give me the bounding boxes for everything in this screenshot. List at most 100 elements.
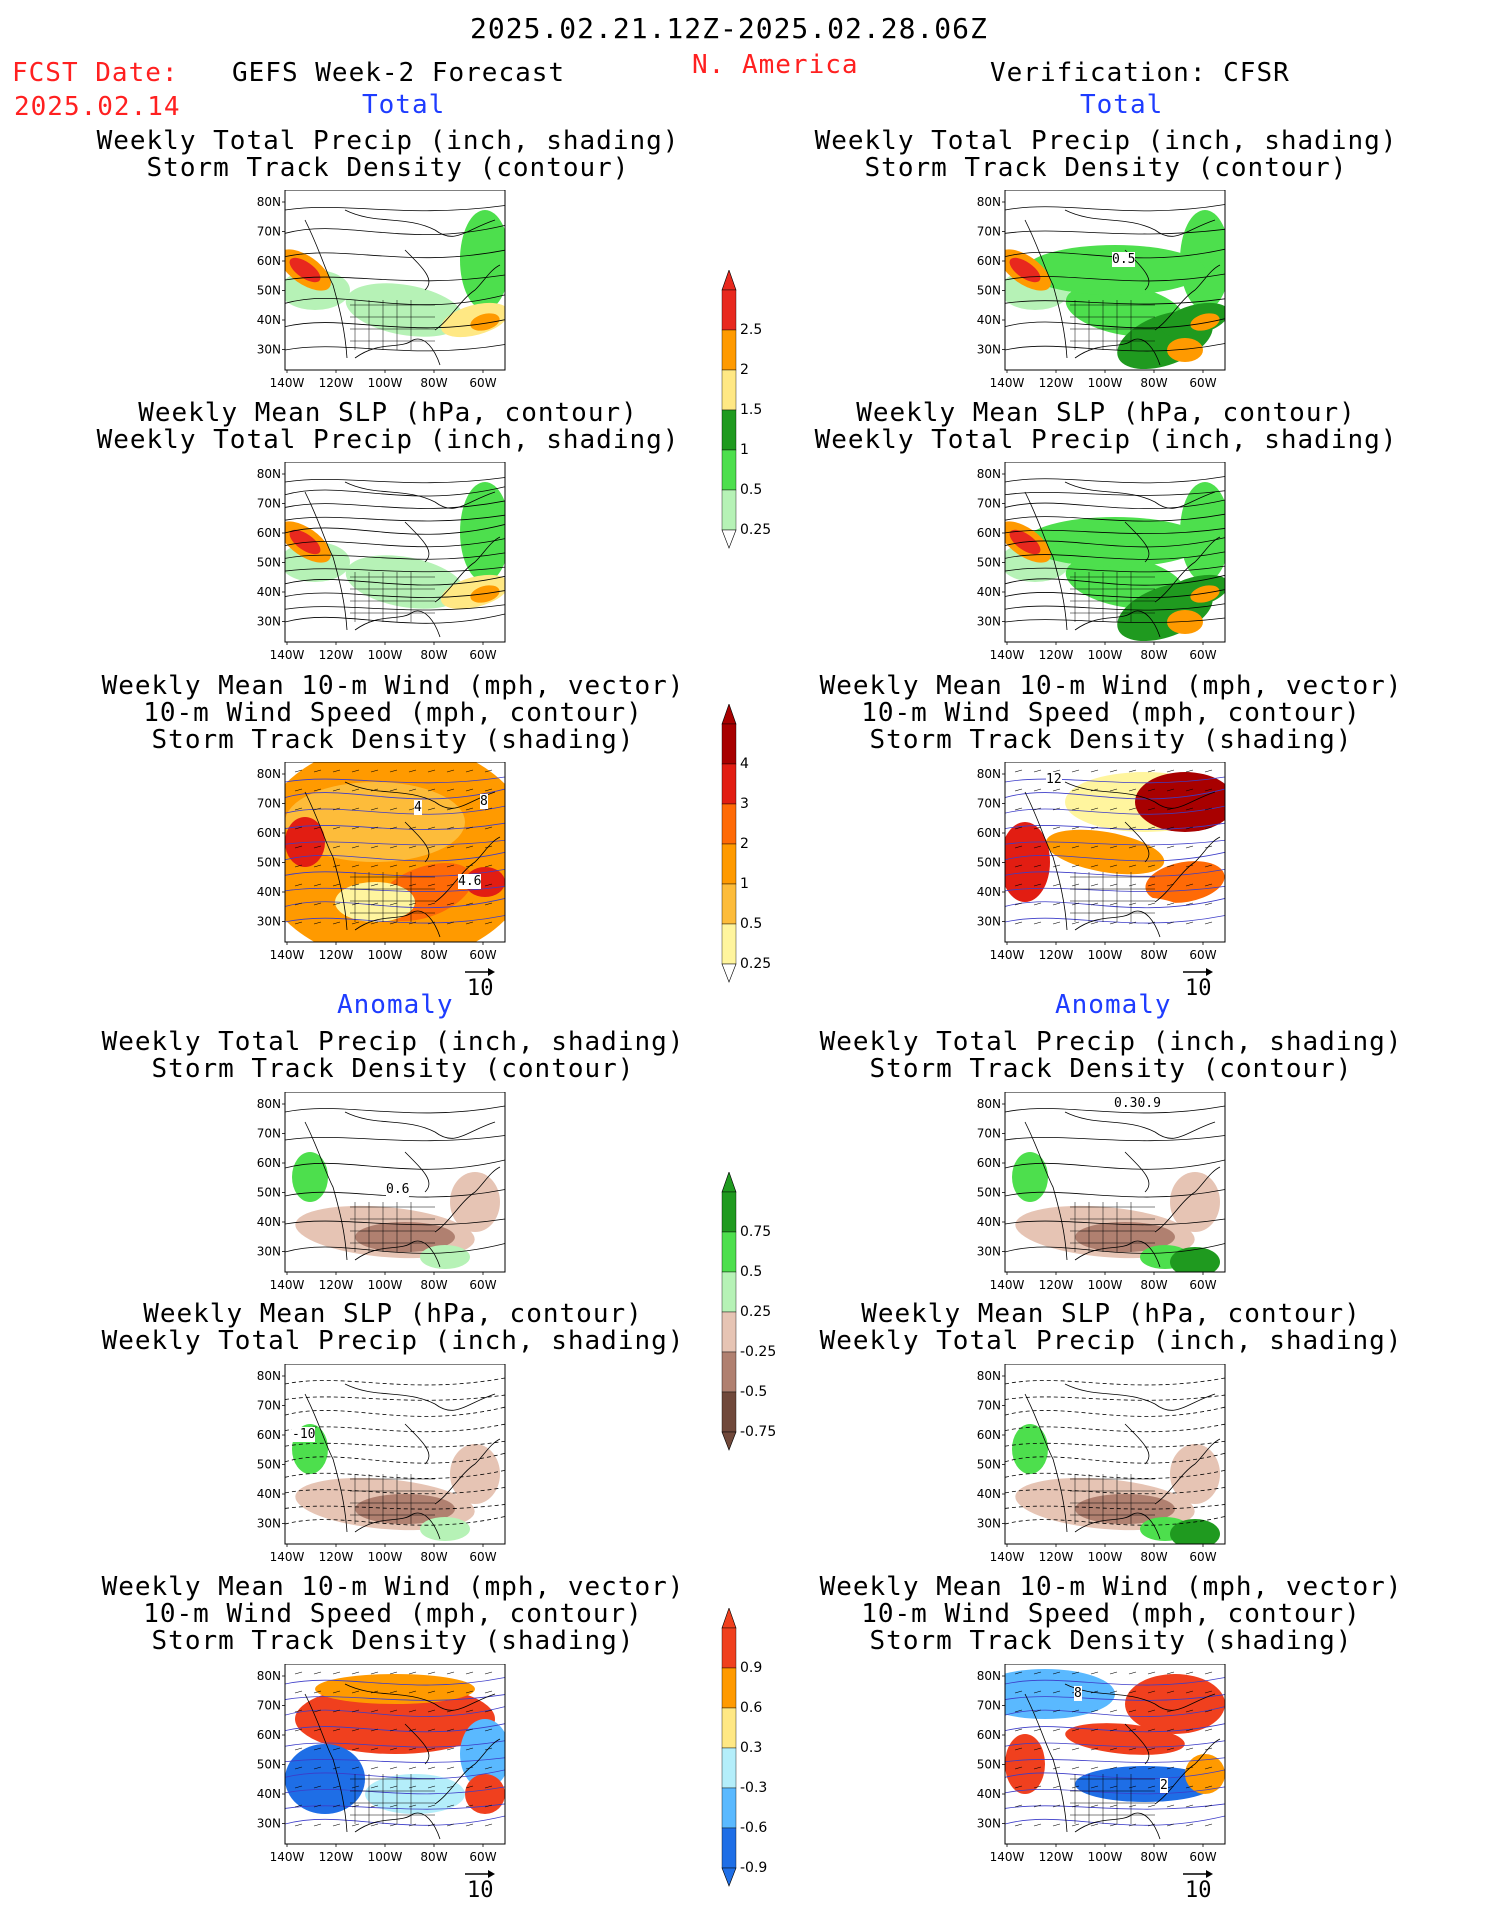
lat-tick-label: 50N bbox=[977, 856, 1001, 870]
colorbar-arrow-icon bbox=[721, 1431, 737, 1451]
colorbar-swatch bbox=[721, 723, 737, 765]
lat-tick-label: 30N bbox=[977, 1517, 1001, 1531]
lat-tick-label: 80N bbox=[977, 195, 1001, 209]
lon-tick-label: 100W bbox=[368, 1850, 403, 1864]
colorbar-arrow-icon bbox=[721, 1607, 737, 1629]
lon-tick-label: 60W bbox=[469, 1550, 496, 1564]
colorbar-tick-label: 0.3 bbox=[740, 1740, 762, 1756]
lat-tick-label: 60N bbox=[977, 254, 1001, 268]
lat-tick-label: 30N bbox=[977, 1817, 1001, 1831]
map-slp-precip-anom-right: 80N 70N 60N 50N 40N 30N 140W 120W 100W 80W 60W bbox=[955, 1364, 1235, 1574]
lat-tick-label: 40N bbox=[257, 1787, 281, 1801]
colorbar-tick-label: -0.5 bbox=[740, 1384, 767, 1400]
lat-tick-label: 50N bbox=[977, 1186, 1001, 1200]
title-wind-track-total-left: Weekly Mean 10-m Wind (mph, vector) 10-m … bbox=[101, 671, 685, 755]
lon-tick-label: 140W bbox=[990, 1278, 1025, 1292]
lat-tick-label: 30N bbox=[257, 1817, 281, 1831]
lon-tick-label: 100W bbox=[1088, 376, 1123, 390]
colorbar-swatch bbox=[721, 1271, 737, 1313]
contour-label: 0.5 bbox=[1112, 252, 1136, 267]
lon-tick-label: 60W bbox=[469, 376, 496, 390]
map-slp-precip-total-left: 80N 70N 60N 50N 40N 30N 140W 120W 100W 80W 60W bbox=[235, 462, 515, 672]
lat-tick-label: 50N bbox=[977, 1758, 1001, 1772]
title-slp-precip-anom-left: Weekly Mean SLP (hPa, contour) Weekly Tot… bbox=[101, 1299, 685, 1356]
vector-ref-label: 10 bbox=[467, 1878, 494, 1903]
lat-tick-label: 30N bbox=[977, 915, 1001, 929]
title-slp-precip-anom-right: Weekly Mean SLP (hPa, contour) Weekly Tot… bbox=[819, 1299, 1403, 1356]
lat-tick-label: 60N bbox=[977, 1728, 1001, 1742]
lat-tick-label: 50N bbox=[977, 1458, 1001, 1472]
region-title: N. America bbox=[692, 50, 859, 80]
vector-ref-label: 10 bbox=[467, 976, 494, 1001]
lon-tick-label: 120W bbox=[1039, 1850, 1074, 1864]
colorbar-swatch bbox=[721, 883, 737, 925]
colorbar-swatch bbox=[721, 289, 737, 331]
lat-tick-label: 70N bbox=[977, 1127, 1001, 1141]
map-wind-track-total-left: 80N 70N 60N 50N 40N 30N 140W 120W 100W 80W 60W bbox=[235, 762, 515, 972]
lat-tick-label: 50N bbox=[257, 1186, 281, 1200]
lat-tick-label: 80N bbox=[257, 195, 281, 209]
lat-tick-label: 80N bbox=[977, 1669, 1001, 1683]
lon-tick-label: 100W bbox=[368, 948, 403, 962]
lat-tick-label: 50N bbox=[257, 856, 281, 870]
colorbar-arrow-icon bbox=[721, 1171, 737, 1193]
lon-tick-label: 60W bbox=[1189, 648, 1216, 662]
lat-tick-label: 30N bbox=[257, 615, 281, 629]
lon-tick-label: 140W bbox=[270, 648, 305, 662]
lat-tick-label: 40N bbox=[257, 313, 281, 327]
colorbar-tick-label: 2 bbox=[740, 362, 749, 378]
colorbar-swatch bbox=[721, 923, 737, 965]
map-precip-track-total-right: 80N 70N 60N 50N 40N 30N 140W 120W 100W 80W 60W bbox=[955, 190, 1235, 400]
lat-tick-label: 60N bbox=[257, 826, 281, 840]
lat-tick-label: 70N bbox=[257, 1399, 281, 1413]
lon-tick-label: 120W bbox=[1039, 948, 1074, 962]
lon-tick-label: 80W bbox=[420, 1278, 447, 1292]
lat-tick-label: 40N bbox=[257, 585, 281, 599]
lat-tick-label: 70N bbox=[977, 1399, 1001, 1413]
right-column-title: Verification: CFSR bbox=[990, 58, 1290, 88]
colorbar-tick-label: 3 bbox=[740, 796, 749, 812]
colorbar-tick-label: -0.75 bbox=[740, 1424, 776, 1440]
lon-tick-label: 80W bbox=[1140, 948, 1167, 962]
contour-label: -10 bbox=[292, 1427, 316, 1442]
colorbar-swatch bbox=[721, 1707, 737, 1749]
colorbar-swatch bbox=[721, 449, 737, 491]
lon-tick-label: 100W bbox=[1088, 1550, 1123, 1564]
colorbar-tick-label: 0.25 bbox=[740, 956, 771, 972]
colorbar-arrow-icon bbox=[721, 1867, 737, 1887]
title-precip-track-anom-left: Weekly Total Precip (inch, shading) Storm… bbox=[101, 1027, 685, 1084]
contour-label: 0.30.9 bbox=[1114, 1096, 1161, 1111]
colorbar-arrow-icon bbox=[721, 703, 737, 725]
colorbar-tick-label: -0.9 bbox=[740, 1860, 767, 1876]
lat-tick-label: 70N bbox=[977, 797, 1001, 811]
colorbar-tick-label: 0.6 bbox=[740, 1700, 762, 1716]
lat-tick-label: 30N bbox=[257, 1245, 281, 1259]
lon-tick-label: 120W bbox=[319, 376, 354, 390]
lon-tick-label: 100W bbox=[368, 376, 403, 390]
colorbar-swatch bbox=[721, 1787, 737, 1829]
lat-tick-label: 80N bbox=[257, 1369, 281, 1383]
lat-tick-label: 80N bbox=[257, 1669, 281, 1683]
map-wind-track-anom-left: 80N 70N 60N 50N 40N 30N 140W 120W 100W 80W 60W bbox=[235, 1664, 515, 1874]
colorbar-track-anom: 0.9 0.6 0.3 -0.3 -0.6 -0.9 bbox=[720, 1607, 790, 1892]
lat-tick-label: 40N bbox=[977, 313, 1001, 327]
colorbar-tick-label: -0.25 bbox=[740, 1344, 776, 1360]
lat-tick-label: 60N bbox=[977, 1428, 1001, 1442]
lon-tick-label: 140W bbox=[990, 1550, 1025, 1564]
contour-label: 4 bbox=[414, 800, 422, 815]
lon-tick-label: 120W bbox=[319, 1278, 354, 1292]
lon-tick-label: 120W bbox=[319, 648, 354, 662]
section-total-left: Total bbox=[362, 90, 446, 120]
lat-tick-label: 80N bbox=[257, 1097, 281, 1111]
left-column-title: GEFS Week-2 Forecast bbox=[232, 58, 566, 88]
lon-tick-label: 80W bbox=[1140, 1550, 1167, 1564]
lat-tick-label: 60N bbox=[977, 826, 1001, 840]
section-anomaly-right: Anomaly bbox=[1055, 990, 1172, 1020]
lat-tick-label: 50N bbox=[257, 284, 281, 298]
lat-tick-label: 70N bbox=[257, 225, 281, 239]
lon-tick-label: 100W bbox=[1088, 948, 1123, 962]
colorbar-tick-label: -0.6 bbox=[740, 1820, 767, 1836]
colorbar-swatch bbox=[721, 763, 737, 805]
lat-tick-label: 80N bbox=[977, 767, 1001, 781]
colorbar-tick-label: -0.3 bbox=[740, 1780, 767, 1796]
